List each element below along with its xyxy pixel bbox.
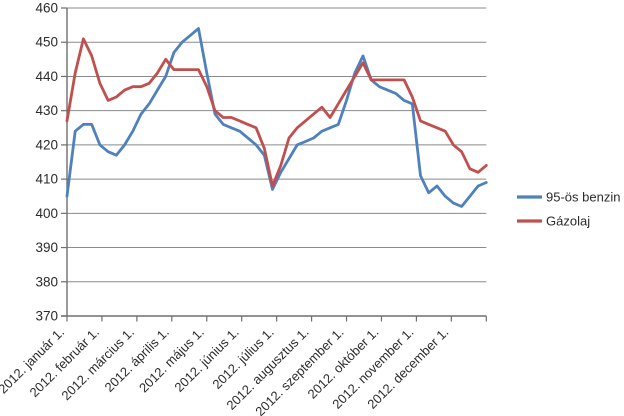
y-tick-label-430: 430 [35, 103, 58, 118]
y-tick-label-410: 410 [35, 172, 58, 187]
legend: 95-ös benzin Gázolaj [517, 190, 620, 229]
y-tick-label-380: 380 [35, 274, 58, 289]
y-tick-label-390: 390 [35, 240, 58, 255]
y-tick-label-450: 450 [35, 35, 58, 50]
y-tick-label-440: 440 [35, 69, 58, 84]
legend-label-g-zolaj: Gázolaj [546, 214, 590, 229]
legend-item-95-s-benzin: 95-ös benzin [517, 190, 620, 205]
legend-item-g-zolaj: Gázolaj [517, 214, 590, 229]
legend-label-95-s-benzin: 95-ös benzin [546, 190, 620, 205]
series-line-95-s-benzin [65, 27, 488, 208]
y-tick-label-420: 420 [35, 137, 58, 152]
y-tick-label-460: 460 [35, 1, 58, 16]
y-tick-label-400: 400 [35, 206, 58, 221]
y-tick-label-370: 370 [35, 309, 58, 324]
series-line-g-zolaj [65, 37, 488, 188]
